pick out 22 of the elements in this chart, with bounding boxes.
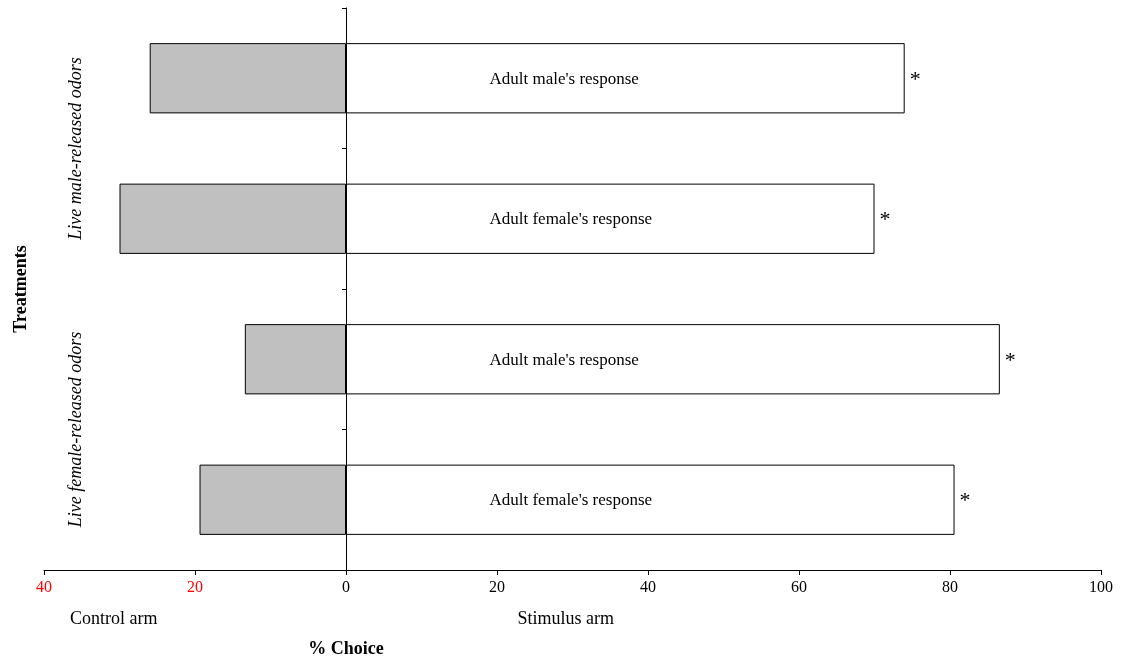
y-tick-label: Adult male's response — [489, 349, 639, 369]
annotation: Live male-released odors — [65, 57, 85, 241]
x-axis-title: % Choice — [308, 638, 384, 658]
x-tick-label: 80 — [942, 577, 958, 595]
data-label: * — [879, 206, 891, 232]
x-tick-label: 20 — [187, 577, 203, 595]
annotation: Live female-released odors — [65, 331, 85, 529]
x-tick-label: 40 — [640, 577, 656, 595]
text: Control arm — [70, 608, 158, 628]
data-label: * — [909, 65, 921, 91]
data-label: * — [1004, 346, 1016, 372]
y-tick-label: Adult female's response — [489, 209, 653, 229]
x-tick-label: 20 — [489, 577, 505, 595]
y-axis-title: Treatments — [10, 245, 30, 333]
data-label: * — [959, 487, 971, 513]
x-tick-label: 100 — [1089, 577, 1113, 595]
x-tick-label: 0 — [342, 577, 350, 595]
text: Stimulus arm — [517, 608, 615, 628]
y-tick-label: Adult female's response — [489, 490, 653, 510]
x-tick-label: 60 — [791, 577, 807, 595]
x-tick-label: 40 — [36, 577, 52, 595]
y-tick-label: Adult male's response — [489, 68, 639, 88]
